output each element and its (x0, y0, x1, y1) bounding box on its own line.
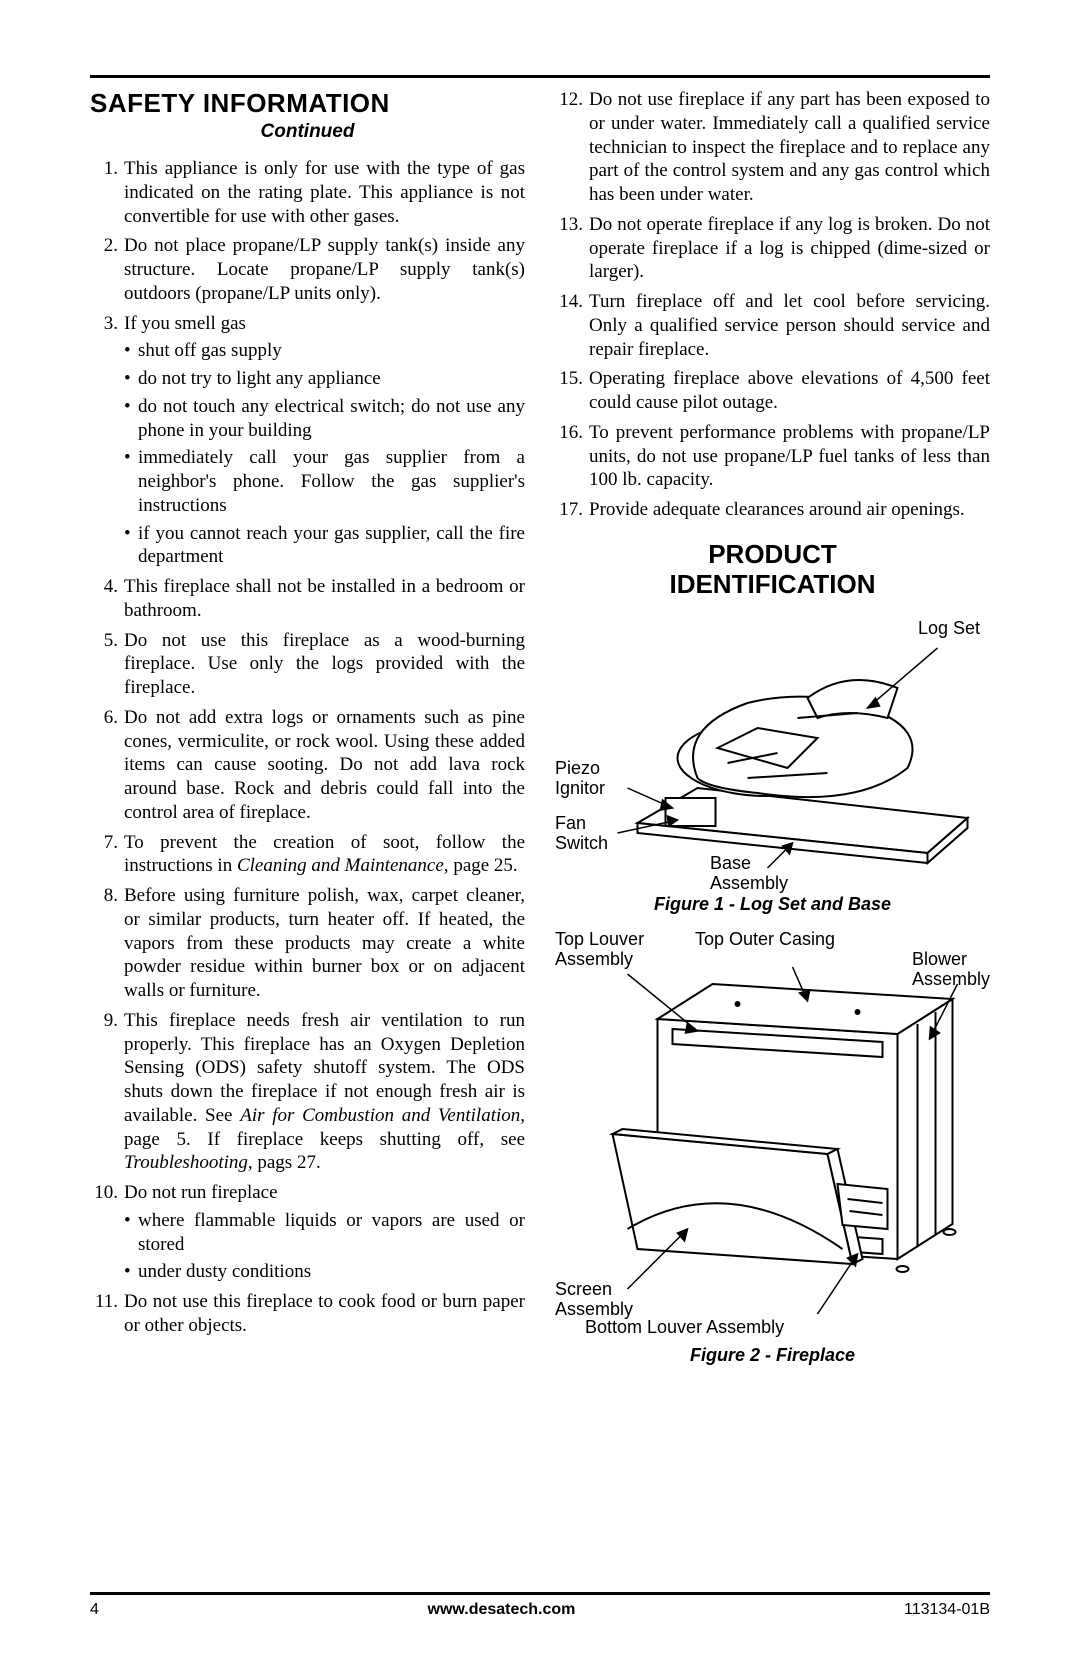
continued-label: Continued (90, 121, 525, 143)
sub-item: do not touch any electrical switch; do n… (124, 395, 525, 443)
list-item: Do not run fireplace where flammable liq… (90, 1181, 525, 1284)
list-item: Do not place propane/LP supply tank(s) i… (90, 234, 525, 305)
footer-url: www.desatech.com (428, 1601, 576, 1619)
figure1-svg (555, 608, 990, 888)
doc-number: 113134-01B (904, 1601, 990, 1619)
bottom-rule (90, 1592, 990, 1595)
label-log-set: Log Set (918, 618, 980, 639)
top-rule (90, 75, 990, 78)
label-piezo: Piezo Ignitor (555, 758, 605, 799)
list-item: Turn fireplace off and let cool before s… (555, 290, 990, 361)
left-column: SAFETY INFORMATION Continued This applia… (90, 88, 525, 1380)
label-base: Base Assembly (710, 853, 788, 894)
label-bottom-louver: Bottom Louver Assembly (585, 1317, 784, 1338)
safety-list-right: Do not use fireplace if any part has bee… (555, 88, 990, 522)
list-item: Provide adequate clearances around air o… (555, 498, 990, 522)
t-italic: Troubleshooting, (124, 1152, 253, 1173)
label-screen: Screen Assembly (555, 1279, 633, 1320)
list-item: To prevent the creation of soot, follow … (90, 831, 525, 879)
product-id-title: PRODUCT IDENTIFICATION (555, 540, 990, 600)
item-text: This appliance is only for use with the … (124, 158, 525, 227)
list-item: Do not use fireplace if any part has bee… (555, 88, 990, 207)
sub-item: shut off gas supply (124, 339, 525, 363)
item-text: Do not run fireplace (124, 1182, 278, 1203)
label-blower: Blower Assembly (912, 949, 990, 990)
list-item: If you smell gas shut off gas supply do … (90, 312, 525, 570)
sub-item: where flammable liquids or vapors are us… (124, 1209, 525, 1257)
list-item: This fireplace shall not be installed in… (90, 575, 525, 623)
section-title: SAFETY INFORMATION (90, 88, 525, 119)
page-number: 4 (90, 1601, 99, 1619)
figure2-wrap: Top Louver Assembly Top Outer Casing Blo… (555, 929, 990, 1339)
label-fan: Fan Switch (555, 813, 608, 854)
item-text: Do not place propane/LP supply tank(s) i… (124, 235, 525, 304)
sub-list: shut off gas supply do not try to light … (124, 339, 525, 569)
label-top-outer: Top Outer Casing (695, 929, 835, 950)
list-item: Do not use this fireplace as a wood-burn… (90, 629, 525, 700)
list-item: To prevent performance problems with pro… (555, 421, 990, 492)
list-item: Do not add extra logs or ornaments such … (90, 706, 525, 825)
list-item: This fireplace needs fresh air ventilati… (90, 1009, 525, 1175)
list-item: This appliance is only for use with the … (90, 157, 525, 228)
label-top-louver: Top Louver Assembly (555, 929, 644, 970)
footer: 4 www.desatech.com 113134-01B (90, 1592, 990, 1619)
footer-row: 4 www.desatech.com 113134-01B (90, 1601, 990, 1619)
title-line1: PRODUCT (708, 539, 837, 569)
right-column: Do not use fireplace if any part has bee… (555, 88, 990, 1380)
sub-item: if you cannot reach your gas supplier, c… (124, 522, 525, 570)
figure1-wrap: Log Set Piezo Ignitor Fan Switch Base As… (555, 608, 990, 888)
t: page 5. If fireplace keeps shutting off,… (124, 1129, 525, 1150)
t: pags 27. (253, 1152, 321, 1173)
t-italic: Cleaning and Maintenance, (237, 855, 449, 876)
sub-list: where flammable liquids or vapors are us… (124, 1209, 525, 1284)
safety-list-left: This appliance is only for use with the … (90, 157, 525, 1338)
content-columns: SAFETY INFORMATION Continued This applia… (90, 88, 990, 1380)
t-italic: Air for Combustion and Ventilation, (240, 1105, 525, 1126)
sub-item: immediately call your gas supplier from … (124, 446, 525, 517)
title-line2: IDENTIFICATION (669, 569, 875, 599)
list-item: Do not use this fireplace to cook food o… (90, 1290, 525, 1338)
sub-item: do not try to light any appliance (124, 367, 525, 391)
list-item: Operating fireplace above elevations of … (555, 367, 990, 415)
sub-item: under dusty conditions (124, 1260, 525, 1284)
figure1-caption: Figure 1 - Log Set and Base (555, 894, 990, 915)
item-text: If you smell gas (124, 313, 246, 334)
figure2-caption: Figure 2 - Fireplace (555, 1345, 990, 1366)
figure2-svg (555, 929, 990, 1339)
list-item: Before using furniture polish, wax, carp… (90, 884, 525, 1003)
t: page 25. (449, 855, 518, 876)
list-item: Do not operate fireplace if any log is b… (555, 213, 990, 284)
